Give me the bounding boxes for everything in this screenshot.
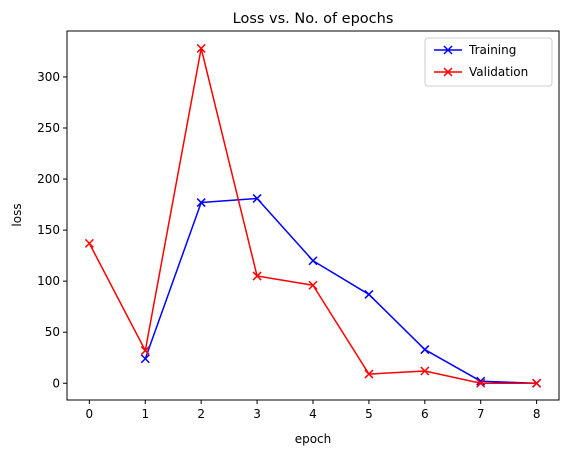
y-tick-label: 50 xyxy=(45,325,60,339)
validation-point xyxy=(476,378,486,388)
x-tick-label: 2 xyxy=(197,407,205,421)
training-point xyxy=(364,289,374,299)
training-point xyxy=(420,345,430,355)
y-tick-label: 300 xyxy=(37,70,60,84)
x-axis-label: epoch xyxy=(295,432,332,446)
y-tick-label: 0 xyxy=(52,376,60,390)
legend-training-label: Training xyxy=(468,43,516,57)
x-tick-label: 4 xyxy=(309,407,317,421)
legend-training-marker xyxy=(443,45,453,55)
training-series xyxy=(140,193,542,388)
x-tick-label: 6 xyxy=(421,407,429,421)
chart-title: Loss vs. No. of epochs xyxy=(233,11,394,27)
validation-point xyxy=(84,238,94,248)
y-tick-label: 100 xyxy=(37,274,60,288)
y-axis-label: loss xyxy=(10,203,24,226)
y-tick-label: 250 xyxy=(37,121,60,135)
validation-point xyxy=(196,43,206,53)
validation-point xyxy=(532,378,542,388)
y-tick-label: 150 xyxy=(37,223,60,237)
y-tick-label: 200 xyxy=(37,172,60,186)
x-tick-label: 8 xyxy=(533,407,541,421)
validation-point xyxy=(308,280,318,290)
training-point xyxy=(196,198,206,208)
legend: Training Validation xyxy=(424,37,553,87)
validation-point xyxy=(420,366,430,376)
x-tick-label: 7 xyxy=(477,407,485,421)
y-axis: 0 50 100 150 200 250 300 xyxy=(37,70,67,390)
x-tick-label: 0 xyxy=(86,407,94,421)
x-axis: 0 1 2 3 4 5 6 7 8 xyxy=(86,400,541,421)
validation-series xyxy=(84,43,542,388)
x-tick-label: 1 xyxy=(141,407,149,421)
series-layer xyxy=(84,43,542,388)
validation-point xyxy=(364,369,374,379)
x-tick-label: 5 xyxy=(365,407,373,421)
x-tick-label: 3 xyxy=(253,407,261,421)
plot-area xyxy=(66,30,560,401)
validation-point xyxy=(140,346,150,356)
legend-validation-marker xyxy=(443,67,453,77)
training-point xyxy=(308,256,318,266)
training-point xyxy=(140,354,150,364)
training-point xyxy=(252,193,262,203)
legend-validation-label: Validation xyxy=(469,65,528,79)
training-line xyxy=(144,197,537,385)
validation-point xyxy=(252,271,262,281)
